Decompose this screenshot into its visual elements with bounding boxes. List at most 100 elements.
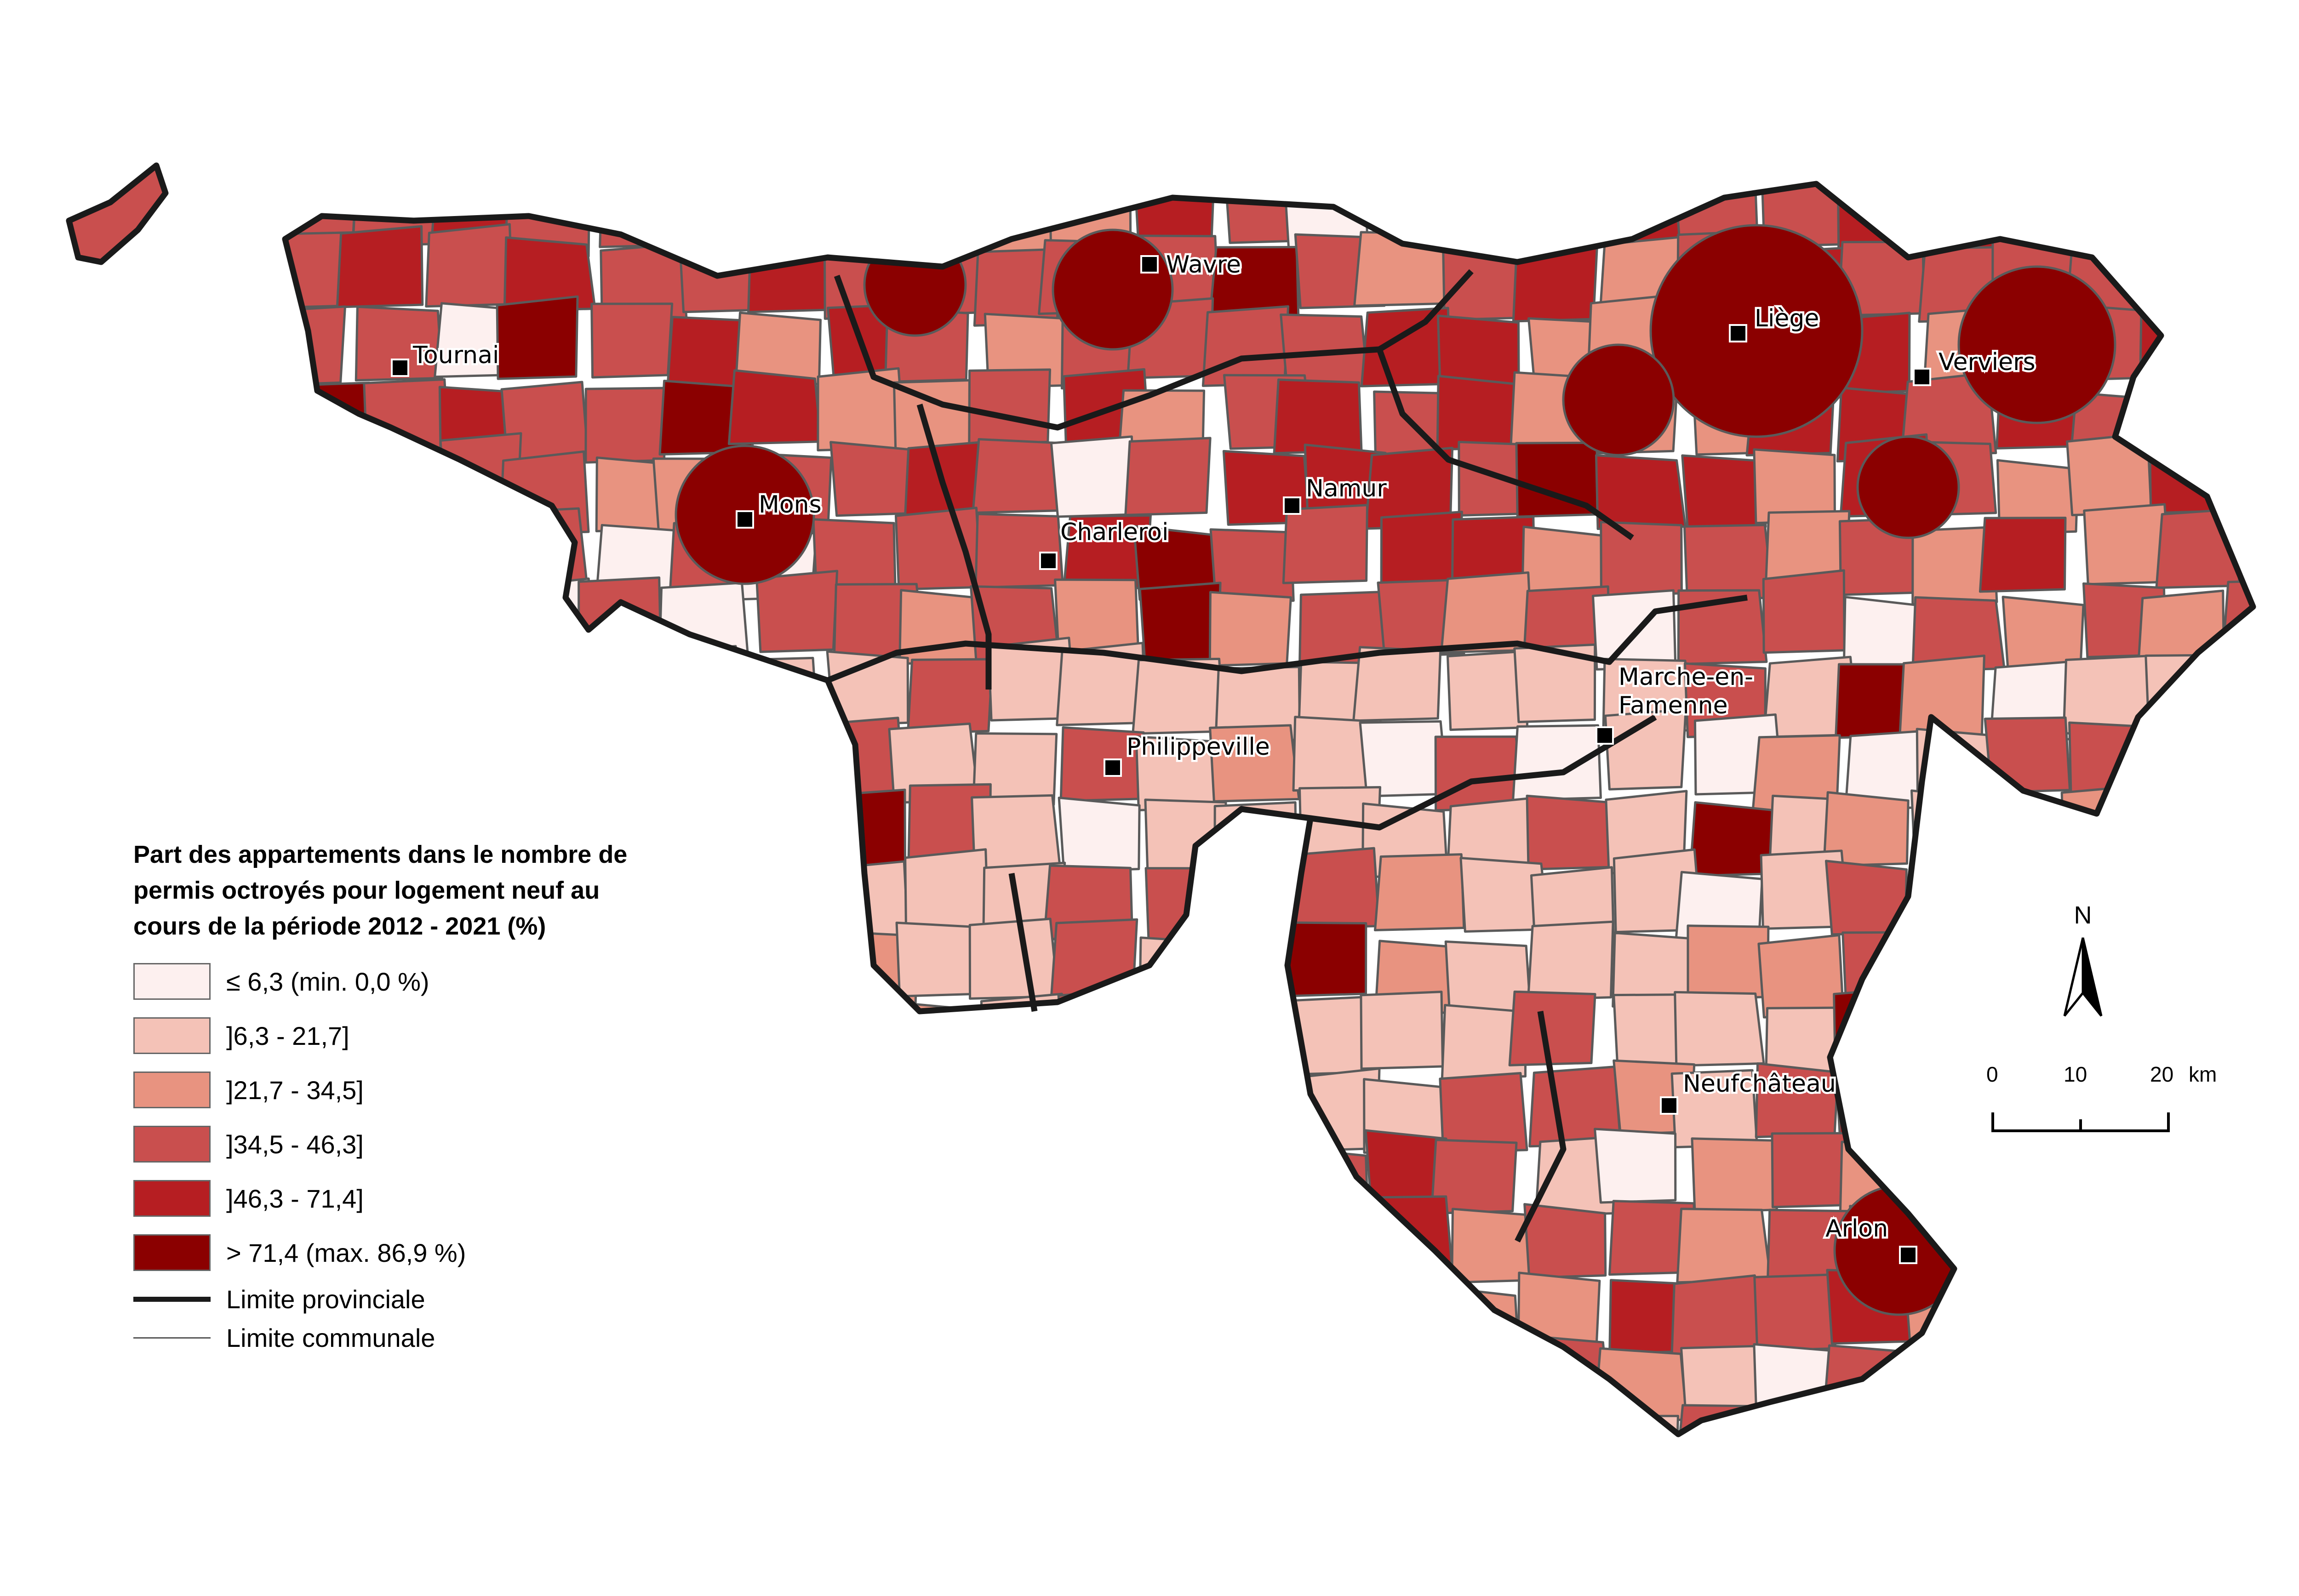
commune-area xyxy=(2212,665,2253,741)
commune-area xyxy=(738,929,826,1014)
city-marker xyxy=(1660,1096,1678,1115)
commune-area xyxy=(1058,797,1141,873)
commune-area xyxy=(895,1205,984,1287)
legend-swatch-5 xyxy=(133,1180,211,1217)
commune-area xyxy=(2068,721,2156,798)
commune-area xyxy=(2240,927,2253,1011)
city-marker xyxy=(1899,1246,1917,1264)
commune-area xyxy=(2227,793,2253,878)
commune-area xyxy=(976,1066,1071,1142)
commune-area xyxy=(826,184,917,253)
commune-area xyxy=(895,921,978,998)
commune-area xyxy=(1211,1215,1304,1293)
city-label: Arlon xyxy=(1825,1215,1888,1243)
commune-area xyxy=(2137,184,2220,260)
commune-area xyxy=(2212,868,2253,945)
commune-area xyxy=(2222,459,2253,535)
commune-area xyxy=(435,578,520,654)
commune-area xyxy=(343,516,429,593)
commune-area xyxy=(436,649,523,725)
province-border xyxy=(916,404,992,690)
commune-area xyxy=(906,658,994,735)
commune-area xyxy=(2150,1354,2242,1432)
commune-area xyxy=(1284,1146,1369,1223)
commune-area xyxy=(1200,983,1285,1066)
commune-area xyxy=(1901,1133,1989,1210)
commune-area xyxy=(1996,459,2079,535)
commune-area xyxy=(1125,991,1213,1067)
legend-title-line-2: permis octroyés pour logement neuf au xyxy=(133,877,600,904)
legend-swatch-1 xyxy=(133,963,211,1000)
commune-area xyxy=(1759,1411,1842,1434)
legend-swatch-4 xyxy=(133,1126,211,1163)
commune-area xyxy=(1359,720,1449,798)
commune-area xyxy=(2223,1397,2253,1434)
legend-swatch-6 xyxy=(133,1234,211,1271)
commune-area xyxy=(2234,1141,2253,1222)
commune-area xyxy=(285,598,364,674)
city-label: Namur xyxy=(1306,475,1387,502)
legend-swatch-3 xyxy=(133,1072,211,1108)
provincial-line-label: Limite provinciale xyxy=(226,1284,425,1314)
legend-label-1: ≤ 6,3 (min. 0,0 %) xyxy=(226,967,429,996)
city-label: Wavre xyxy=(1166,251,1241,279)
commune-area xyxy=(363,378,450,458)
commune-area xyxy=(1430,1139,1518,1215)
commune-area xyxy=(755,570,839,653)
commune-area xyxy=(750,1002,836,1078)
commune-area xyxy=(352,446,441,522)
commune-area xyxy=(513,1415,596,1434)
commune-area xyxy=(424,721,515,806)
province-border xyxy=(834,269,1474,431)
legend-swatch-2 xyxy=(133,1017,211,1054)
commune-area xyxy=(2162,374,2252,450)
commune-area xyxy=(1360,991,1444,1070)
commune-area xyxy=(1902,1068,1991,1144)
commune-area xyxy=(336,710,435,794)
commune-area xyxy=(1279,1218,1371,1294)
commune-area xyxy=(1562,343,1675,456)
commune-area xyxy=(911,1003,994,1079)
commune-area xyxy=(1357,1195,1453,1272)
commune-area xyxy=(2220,1006,2253,1088)
commune-area xyxy=(1600,521,1683,597)
commune-area xyxy=(1987,1351,2077,1431)
commune-area xyxy=(412,1350,510,1427)
commune-area xyxy=(1984,716,2071,794)
commune-area xyxy=(1997,1411,2082,1434)
commune-area xyxy=(1132,657,1225,735)
commune-area xyxy=(888,1130,973,1211)
commune-area xyxy=(740,1130,832,1207)
commune-area xyxy=(1592,589,1677,671)
commune-area xyxy=(752,848,839,930)
commune-area xyxy=(1049,1349,1140,1425)
commune-area xyxy=(583,1405,681,1434)
commune-area xyxy=(1527,920,1614,1001)
commune-area xyxy=(1604,708,1687,791)
scale-bar-graphic xyxy=(1991,1112,2170,1132)
commune-area xyxy=(904,848,989,933)
commune-area xyxy=(834,1346,918,1423)
legend-label-3: ]21,7 - 34,5] xyxy=(226,1075,364,1105)
commune-area xyxy=(1822,1344,1912,1420)
communal-line-sample xyxy=(133,1337,211,1339)
commune-area xyxy=(2155,507,2247,589)
commune-area xyxy=(1057,988,1140,1071)
city-marker xyxy=(736,510,754,529)
commune-area xyxy=(1512,724,1602,802)
commune-area xyxy=(1517,1271,1601,1348)
commune-area xyxy=(1526,794,1611,871)
commune-area xyxy=(660,184,748,240)
city-label: Verviers xyxy=(1939,348,2036,376)
commune-area xyxy=(1649,224,1864,438)
commune-area xyxy=(584,387,668,464)
legend-class-2: ]6,3 - 21,7] xyxy=(133,1009,731,1063)
commune-area xyxy=(1677,589,1768,666)
commune-area xyxy=(2083,184,2172,253)
commune-area xyxy=(910,1348,993,1425)
legend-class-4: ]34,5 - 46,3] xyxy=(133,1117,731,1171)
commune-area xyxy=(670,1405,759,1434)
commune-area xyxy=(989,1346,1075,1431)
commune-area xyxy=(2153,991,2240,1068)
